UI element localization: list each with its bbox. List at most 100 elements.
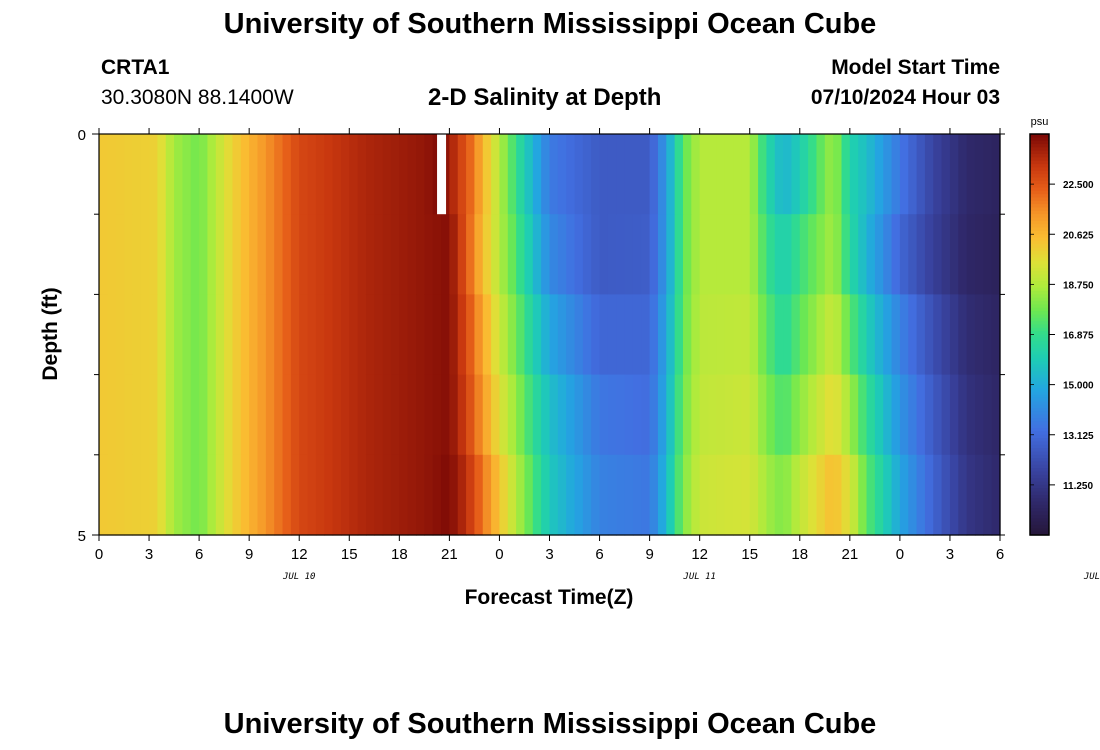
heatmap-cell bbox=[257, 214, 267, 295]
heatmap-cell bbox=[307, 374, 317, 456]
colorbar-segment bbox=[1030, 307, 1049, 312]
x-tick-label: 15 bbox=[741, 546, 758, 563]
heatmap-cell bbox=[240, 454, 250, 536]
heatmap-cell bbox=[833, 294, 843, 376]
heatmap-cell bbox=[899, 374, 909, 456]
heatmap-cell bbox=[849, 134, 859, 215]
heatmap-cell bbox=[424, 454, 434, 536]
heatmap-cell bbox=[758, 294, 767, 376]
heatmap-cell bbox=[958, 294, 968, 376]
heatmap-cell bbox=[699, 374, 709, 456]
colorbar-segment bbox=[1030, 160, 1049, 165]
heatmap-cell bbox=[632, 294, 642, 376]
heatmap-cell bbox=[332, 454, 342, 536]
heatmap-cell bbox=[249, 214, 259, 295]
heatmap-cell bbox=[407, 134, 417, 215]
heatmap-cell bbox=[390, 454, 400, 536]
heatmap-cell bbox=[766, 134, 776, 215]
heatmap-cell bbox=[591, 214, 601, 295]
heatmap-cell bbox=[424, 214, 434, 295]
heatmap-cell bbox=[949, 454, 959, 536]
heatmap-cell bbox=[115, 374, 125, 456]
heatmap-cell bbox=[324, 214, 334, 295]
heatmap-cell bbox=[315, 374, 325, 456]
x-tick-label: 6 bbox=[996, 546, 1004, 563]
heatmap-cell bbox=[416, 294, 425, 376]
heatmap-cell bbox=[824, 374, 834, 456]
heatmap-cell bbox=[474, 134, 484, 215]
colorbar-segment bbox=[1030, 481, 1049, 486]
colorbar-segment bbox=[1030, 418, 1049, 422]
heatmap-cell bbox=[733, 454, 742, 536]
heatmap-cell bbox=[866, 294, 876, 376]
heatmap-cell bbox=[649, 214, 659, 295]
heatmap-cell bbox=[457, 454, 467, 536]
colorbar-segment bbox=[1030, 488, 1049, 493]
heatmap-cell bbox=[657, 454, 667, 536]
heatmap-cell bbox=[365, 134, 375, 215]
heatmap-cell bbox=[858, 214, 868, 295]
heatmap-cell bbox=[474, 454, 484, 536]
heatmap-cell bbox=[282, 294, 292, 376]
heatmap-cell bbox=[324, 294, 334, 376]
heatmap-cell bbox=[265, 214, 275, 295]
colorbar-segment bbox=[1030, 137, 1049, 142]
heatmap-cell bbox=[674, 214, 684, 295]
heatmap-cell bbox=[165, 374, 175, 456]
colorbar-segment bbox=[1030, 367, 1049, 372]
heatmap-cell bbox=[557, 294, 567, 376]
colorbar-segment bbox=[1030, 514, 1049, 519]
heatmap-cell bbox=[165, 294, 175, 376]
heatmap-cell bbox=[749, 214, 759, 295]
heatmap-cell bbox=[816, 294, 826, 376]
heatmap-cell bbox=[507, 374, 517, 456]
heatmap-cell bbox=[466, 134, 476, 215]
plot-axes: 0 3 6 9 12 15 18 21 0 3 6 9 12 15 18 21 0 3 6 JUL 10 JUL 11 J… bbox=[78, 127, 1100, 582]
heatmap-cell bbox=[324, 454, 334, 536]
heatmap-cell bbox=[382, 214, 392, 295]
heatmap-cell bbox=[899, 294, 909, 376]
heatmap-cell bbox=[774, 454, 784, 536]
heatmap-cell bbox=[549, 134, 559, 215]
heatmap-cell bbox=[783, 214, 793, 295]
colorbar-segment bbox=[1030, 267, 1049, 272]
heatmap-cell bbox=[449, 294, 459, 376]
x-date-label: JUL 12 bbox=[1083, 572, 1100, 582]
heatmap-cell bbox=[532, 134, 542, 215]
heatmap-cell bbox=[207, 214, 217, 295]
heatmap-cell bbox=[641, 294, 651, 376]
heatmap-cell bbox=[799, 454, 809, 536]
heatmap-cell bbox=[758, 214, 767, 295]
heatmap-cell bbox=[858, 454, 868, 536]
heatmap-cell bbox=[182, 214, 192, 295]
heatmap-cell bbox=[132, 374, 142, 456]
colorbar-segment bbox=[1030, 474, 1049, 479]
colorbar-segment bbox=[1030, 174, 1049, 179]
heatmap-cell bbox=[107, 374, 117, 456]
heatmap-cell bbox=[432, 454, 442, 536]
y-tick-label: 5 bbox=[78, 528, 86, 545]
colorbar-segment bbox=[1030, 501, 1049, 506]
heatmap-cell bbox=[966, 294, 976, 376]
heatmap-cell bbox=[974, 294, 984, 376]
heatmap-cell bbox=[240, 214, 250, 295]
heatmap-cell bbox=[824, 454, 834, 536]
colorbar-segment bbox=[1030, 134, 1049, 138]
heatmap-cell bbox=[182, 294, 192, 376]
colorbar-segment bbox=[1030, 381, 1049, 386]
heatmap-cell bbox=[616, 294, 626, 376]
heatmap-cell bbox=[374, 374, 384, 456]
missing-data-marker-layer bbox=[437, 134, 447, 215]
colorbar-segment bbox=[1030, 184, 1049, 189]
heatmap-cell bbox=[808, 134, 818, 215]
heatmap-cell bbox=[482, 214, 492, 295]
heatmap-cell bbox=[858, 294, 868, 376]
heatmap-cell bbox=[891, 294, 901, 376]
colorbar-segment bbox=[1030, 431, 1049, 436]
heatmap-cell bbox=[165, 134, 175, 215]
heatmap-cell bbox=[132, 134, 142, 215]
colorbar-segment bbox=[1030, 448, 1049, 453]
heatmap-cell bbox=[808, 374, 818, 456]
heatmap-cell bbox=[874, 294, 884, 376]
heatmap-cell bbox=[466, 374, 476, 456]
